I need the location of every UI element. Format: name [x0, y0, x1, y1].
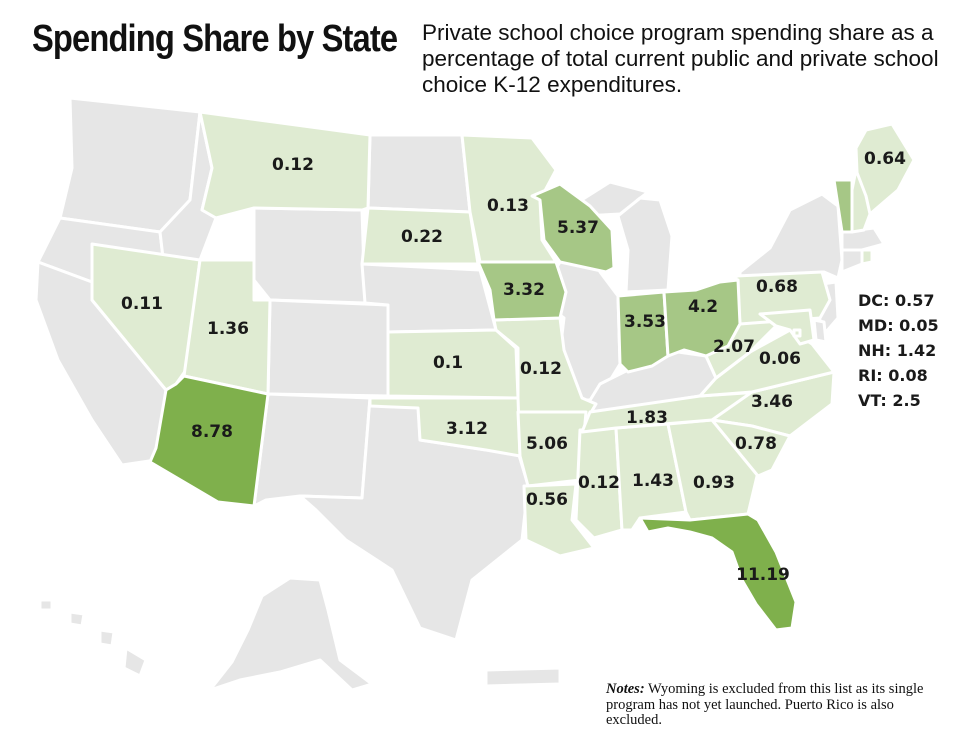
- value-label-fl: 11.19: [736, 565, 790, 585]
- value-label-sc: 0.78: [735, 434, 777, 454]
- state-SC: [710, 418, 792, 478]
- state-RI: [860, 248, 874, 266]
- value-label-in: 3.53: [624, 312, 666, 332]
- page-title: Spending Share by State: [32, 18, 398, 60]
- state-IA: [476, 260, 568, 322]
- page-subtitle: Private school choice program spending s…: [422, 20, 939, 97]
- small-states-list: DC: 0.57 MD: 0.05 NH: 1.42 RI: 0.08 VT: …: [858, 288, 939, 413]
- value-label-ar: 5.06: [526, 434, 568, 454]
- small-state-label-ri: RI: 0.08: [858, 366, 928, 385]
- state-FL: [638, 512, 798, 632]
- value-label-me: 0.64: [864, 149, 906, 169]
- state-CT: [840, 248, 864, 274]
- value-label-az: 8.78: [191, 422, 233, 442]
- states-layer: [34, 96, 916, 692]
- state-CO: [266, 298, 390, 398]
- value-label-mn: 0.13: [487, 196, 529, 216]
- state-ND: [366, 133, 472, 214]
- value-label-mo: 0.12: [520, 359, 562, 379]
- state-VA: [698, 328, 836, 398]
- state-OH: [662, 278, 742, 358]
- state-NM: [252, 392, 372, 508]
- small-state-label-md: MD: 0.05: [858, 316, 939, 335]
- value-label-nv: 0.11: [121, 294, 163, 314]
- state-OK: [368, 396, 522, 458]
- value-label-nc: 3.46: [751, 392, 793, 412]
- value-label-ga: 0.93: [693, 473, 735, 493]
- state-DE: [812, 318, 828, 344]
- state-AR: [516, 410, 588, 488]
- state-WY: [252, 206, 367, 305]
- value-label-ok: 3.12: [446, 419, 488, 439]
- state-MA: [840, 226, 886, 252]
- value-label-va: 0.06: [759, 349, 801, 369]
- small-state-label-vt: VT: 2.5: [858, 391, 921, 410]
- value-label-wi: 5.37: [557, 218, 599, 238]
- state-NY: [738, 192, 844, 286]
- value-label-al: 1.43: [632, 471, 674, 491]
- state-AK: [208, 576, 374, 692]
- notes-label: Notes:: [606, 681, 645, 697]
- state-ME: [854, 122, 916, 216]
- value-label-la: 0.56: [526, 490, 568, 510]
- value-label-ut: 1.36: [207, 319, 249, 339]
- state-DC: [792, 328, 802, 338]
- value-label-ks: 0.1: [433, 353, 463, 373]
- state-VT: [832, 178, 854, 234]
- state-LA: [522, 482, 596, 558]
- small-state-label-nh: NH: 1.42: [858, 341, 937, 360]
- value-label-pa: 0.68: [756, 277, 798, 297]
- state-HI: [38, 598, 148, 678]
- state-AZ: [148, 374, 270, 508]
- value-labels: 0.12 0.22 0.13 5.37 0.11 1.36 8.78 3.32 0.1 0.12 3…: [121, 149, 906, 585]
- value-label-mt: 0.12: [272, 155, 314, 175]
- notes-text: Wyoming is excluded from this list as it…: [606, 681, 924, 728]
- value-label-tn: 1.83: [626, 408, 668, 428]
- notes: Notes: Wyoming is excluded from this lis…: [606, 681, 946, 729]
- state-MN: [460, 133, 558, 264]
- small-state-label-dc: DC: 0.57: [858, 291, 935, 310]
- state-WI: [530, 182, 616, 274]
- state-IN: [616, 290, 670, 374]
- territory-PR: [484, 666, 562, 688]
- value-label-ms: 0.12: [578, 473, 620, 493]
- value-label-sd: 0.22: [401, 227, 443, 247]
- value-label-oh: 4.2: [688, 297, 718, 317]
- value-label-wv: 2.07: [713, 337, 755, 357]
- value-label-ia: 3.32: [503, 280, 545, 300]
- state-MT: [198, 110, 372, 220]
